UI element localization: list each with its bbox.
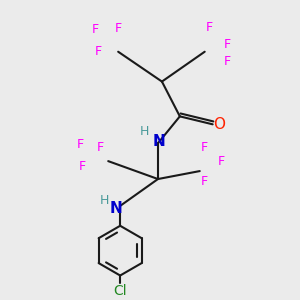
Text: F: F bbox=[95, 45, 102, 58]
Text: O: O bbox=[214, 117, 226, 132]
Text: H: H bbox=[139, 125, 149, 138]
Text: F: F bbox=[77, 138, 84, 151]
Text: N: N bbox=[153, 134, 165, 149]
Text: N: N bbox=[110, 201, 123, 216]
Text: F: F bbox=[201, 175, 208, 188]
Text: F: F bbox=[79, 160, 86, 172]
Text: Cl: Cl bbox=[113, 284, 127, 298]
Text: F: F bbox=[224, 55, 231, 68]
Text: F: F bbox=[218, 154, 225, 168]
Text: F: F bbox=[224, 38, 231, 51]
Text: F: F bbox=[206, 21, 213, 34]
Text: F: F bbox=[201, 141, 208, 154]
Text: F: F bbox=[97, 141, 104, 154]
Text: H: H bbox=[100, 194, 109, 207]
Text: F: F bbox=[115, 22, 122, 35]
Text: F: F bbox=[92, 23, 99, 36]
